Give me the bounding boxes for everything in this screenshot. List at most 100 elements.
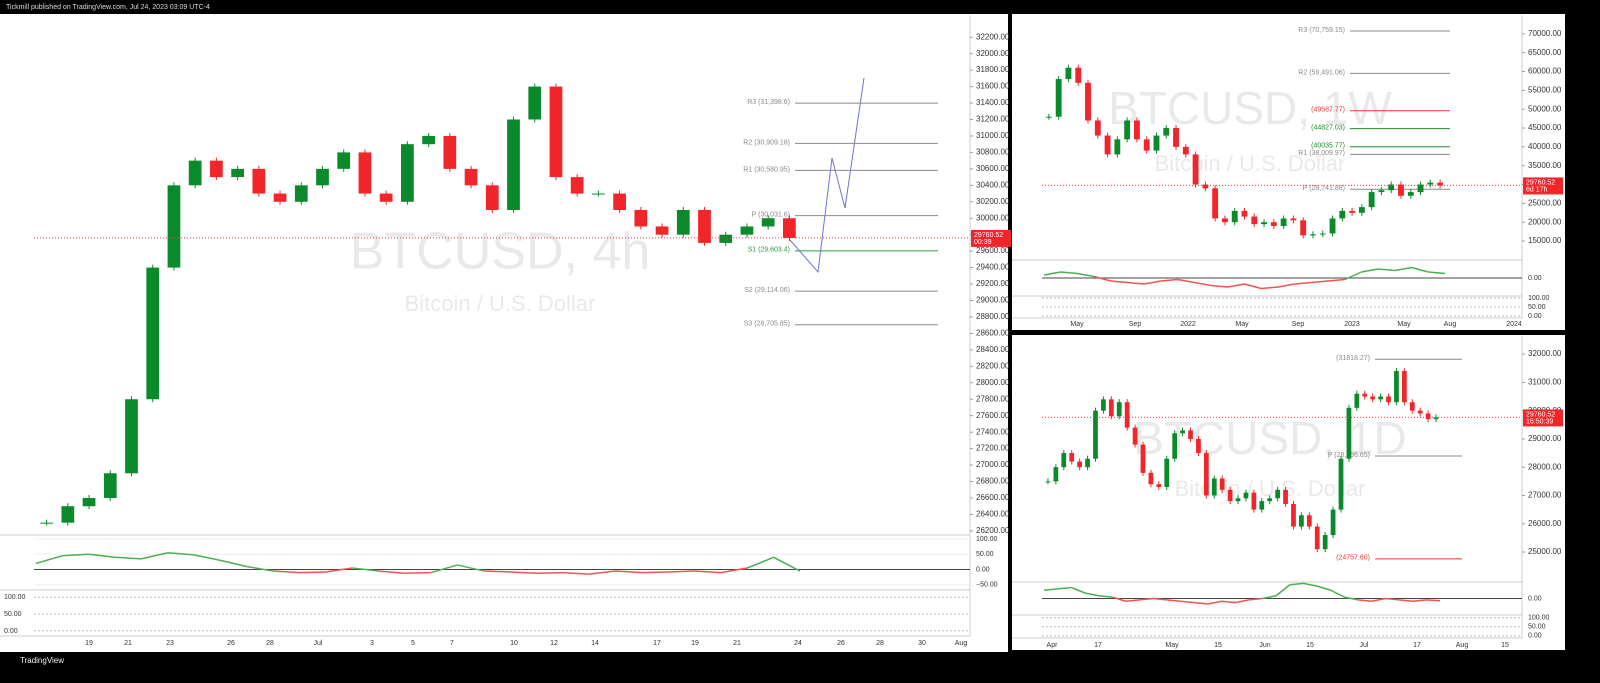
- oscillator-segment: [1110, 280, 1128, 284]
- oscillator-segment: [1084, 592, 1099, 597]
- oscillator-segment: [1277, 283, 1295, 288]
- x-tick-label: May: [1165, 642, 1179, 649]
- watermark-title: BTCUSD, 1W: [1108, 82, 1392, 134]
- candle: [1235, 498, 1241, 502]
- candle: [1132, 427, 1138, 445]
- candle: [1196, 438, 1201, 454]
- last-price-label: 29760.52: [1526, 411, 1555, 418]
- oscillator-segment: [1112, 596, 1127, 602]
- oscillator-segment: [1398, 599, 1413, 602]
- candle: [358, 152, 372, 194]
- candle: [1280, 218, 1287, 226]
- candle: [1437, 182, 1444, 186]
- x-tick-label: 10: [510, 640, 518, 647]
- candle: [1427, 182, 1434, 185]
- oscillator-segment: [1428, 271, 1446, 275]
- osc-tick-label: 50.00: [976, 551, 994, 558]
- candle: [273, 193, 287, 202]
- oscillator-segment: [1316, 585, 1331, 591]
- x-tick-label: 5: [411, 640, 415, 647]
- x-tick-label: 17: [1413, 642, 1421, 649]
- oscillator-segment: [1043, 271, 1061, 276]
- candle: [1314, 526, 1320, 550]
- candle: [783, 218, 796, 238]
- oscillator-segment: [773, 556, 801, 572]
- oscillator-segment: [1093, 275, 1112, 282]
- y-tick-label: 45000.00: [1528, 123, 1562, 132]
- y-tick-label: 31400.00: [976, 98, 1010, 107]
- candle: [1114, 139, 1121, 155]
- oscillator-segment: [694, 570, 722, 574]
- candle: [1173, 128, 1179, 147]
- osc-tick-label: 0.00: [1528, 595, 1542, 602]
- y-tick-label: 40000.00: [1528, 142, 1562, 151]
- x-tick-label: 24: [794, 640, 802, 647]
- y-tick-label: 70000.00: [1528, 29, 1562, 38]
- oscillator-segment: [1244, 283, 1262, 290]
- x-tick-label: Aug: [1456, 642, 1469, 649]
- candle: [1163, 128, 1170, 136]
- pivot-label: (40035.77): [1311, 143, 1345, 150]
- y-tick-label: 27000.00: [976, 460, 1010, 469]
- y-tick-label: 60000.00: [1528, 67, 1562, 76]
- y-tick-label: 30400.00: [976, 180, 1010, 189]
- oscillator-segment: [1344, 596, 1359, 601]
- y-tick-label: 26400.00: [976, 510, 1010, 519]
- oscillator-segment: [641, 571, 669, 574]
- candle: [1417, 410, 1423, 414]
- x-tick-label: May: [1397, 321, 1411, 328]
- x-tick-label: 30: [918, 640, 926, 647]
- oscillator-segment: [1294, 281, 1312, 285]
- oscillator-segment: [378, 570, 405, 574]
- candle: [1319, 233, 1326, 235]
- y-tick-label: 30000.00: [976, 213, 1010, 222]
- candle: [613, 193, 626, 210]
- watermark-title: BTCUSD, 1D: [1133, 412, 1406, 464]
- oscillator-segment: [325, 567, 353, 573]
- x-tick-label: Jul: [1360, 642, 1369, 649]
- y-tick-label: 31000.00: [1528, 377, 1562, 386]
- osc2-tick-label: 100.00: [4, 594, 26, 601]
- y-tick-label: 26800.00: [976, 477, 1010, 486]
- y-tick-label: 28000.00: [1528, 462, 1562, 471]
- oscillator-segment: [1426, 599, 1441, 602]
- candle: [676, 210, 690, 235]
- countdown-label: 6d 17h: [1526, 186, 1548, 193]
- x-tick-label: 21: [124, 640, 132, 647]
- candle: [188, 160, 202, 186]
- pivot-label: P (28,741.88): [1303, 185, 1345, 192]
- candle: [1069, 453, 1075, 462]
- candle: [1148, 472, 1154, 485]
- x-tick-label: Sep: [1129, 321, 1142, 328]
- osc2-tick-label: 0.00: [1528, 633, 1542, 640]
- oscillator-segment: [1077, 272, 1095, 278]
- x-tick-label: 7: [450, 640, 454, 647]
- candle: [1065, 67, 1072, 80]
- pivot-label: R3 (31,398.6): [747, 99, 790, 106]
- y-tick-label: 26200.00: [976, 526, 1010, 535]
- candle: [1267, 498, 1273, 502]
- candle: [1108, 399, 1114, 417]
- candle: [1291, 503, 1296, 527]
- oscillator-segment: [1411, 266, 1429, 273]
- candle: [549, 86, 563, 178]
- oscillator-segment: [1221, 600, 1236, 604]
- oscillator-segment: [1248, 597, 1263, 601]
- oscillator-segment: [536, 571, 563, 574]
- candle: [719, 234, 733, 243]
- candle: [655, 226, 669, 235]
- last-price-label: 29760.52: [1526, 179, 1555, 186]
- candle: [1156, 484, 1162, 487]
- oscillator-segment: [1262, 595, 1277, 600]
- candle: [146, 267, 160, 400]
- y-tick-label: 32200.00: [976, 32, 1010, 41]
- osc2-tick-label: 100.00: [1528, 295, 1550, 302]
- candle: [1094, 120, 1101, 136]
- candle: [1409, 402, 1415, 411]
- oscillator-segment: [1311, 280, 1329, 284]
- candle: [1368, 192, 1375, 208]
- watermark-subtitle: Bitcoin / U.S. Dollar: [1155, 151, 1346, 176]
- candle: [231, 168, 244, 178]
- oscillator-segment: [1361, 268, 1379, 273]
